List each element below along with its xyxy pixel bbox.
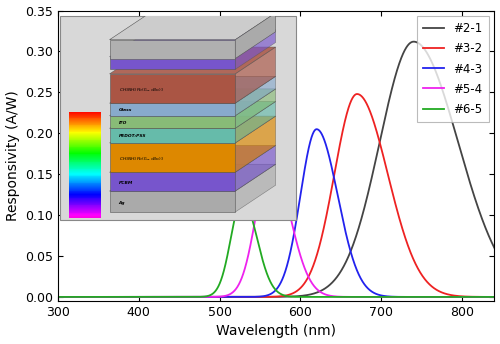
X-axis label: Wavelength (nm): Wavelength (nm) — [216, 324, 336, 338]
Line: #2-1: #2-1 — [58, 42, 494, 297]
#5-4 — [436, 295, 442, 299]
#5-4 — [55, 295, 61, 299]
Line: #3-2: #3-2 — [58, 94, 494, 297]
#4-3 — [242, 295, 248, 299]
#2-1 — [436, 78, 442, 82]
#6-5 — [104, 295, 110, 299]
#4-3 — [314, 127, 320, 131]
#2-1 — [55, 295, 61, 299]
#3-2 — [55, 295, 61, 299]
#5-4 — [104, 295, 110, 299]
#3-2 — [354, 92, 360, 96]
#4-3 — [492, 295, 498, 299]
#3-2 — [436, 289, 442, 293]
#2-1 — [483, 227, 489, 231]
#4-3 — [130, 295, 136, 299]
#6-5 — [55, 295, 61, 299]
#5-4 — [222, 294, 228, 298]
Line: #5-4: #5-4 — [58, 162, 494, 297]
#3-2 — [222, 295, 228, 299]
#5-4 — [483, 295, 489, 299]
#5-4 — [268, 160, 274, 164]
#6-5 — [222, 263, 228, 267]
#6-5 — [492, 295, 498, 299]
#4-3 — [222, 295, 228, 299]
#4-3 — [483, 295, 489, 299]
Legend: #2-1, #3-2, #4-3, #5-4, #6-5: #2-1, #3-2, #4-3, #5-4, #6-5 — [417, 17, 488, 121]
#6-5 — [483, 295, 489, 299]
#2-1 — [410, 40, 416, 44]
Line: #4-3: #4-3 — [58, 129, 494, 297]
#2-1 — [492, 246, 498, 250]
#3-2 — [483, 295, 489, 299]
#3-2 — [242, 295, 248, 299]
#3-2 — [130, 295, 136, 299]
#4-3 — [55, 295, 61, 299]
#4-3 — [436, 295, 442, 299]
#6-5 — [436, 295, 442, 299]
#2-1 — [130, 295, 136, 299]
#6-5 — [239, 197, 245, 201]
#2-1 — [242, 295, 248, 299]
Y-axis label: Responsivity (A/W): Responsivity (A/W) — [6, 90, 20, 221]
#6-5 — [242, 198, 248, 202]
#6-5 — [130, 295, 136, 299]
#5-4 — [130, 295, 136, 299]
#3-2 — [104, 295, 110, 299]
#5-4 — [492, 295, 498, 299]
Line: #6-5: #6-5 — [58, 199, 494, 297]
#5-4 — [242, 268, 248, 272]
#2-1 — [222, 295, 228, 299]
#4-3 — [104, 295, 110, 299]
#2-1 — [104, 295, 110, 299]
#3-2 — [492, 295, 498, 299]
